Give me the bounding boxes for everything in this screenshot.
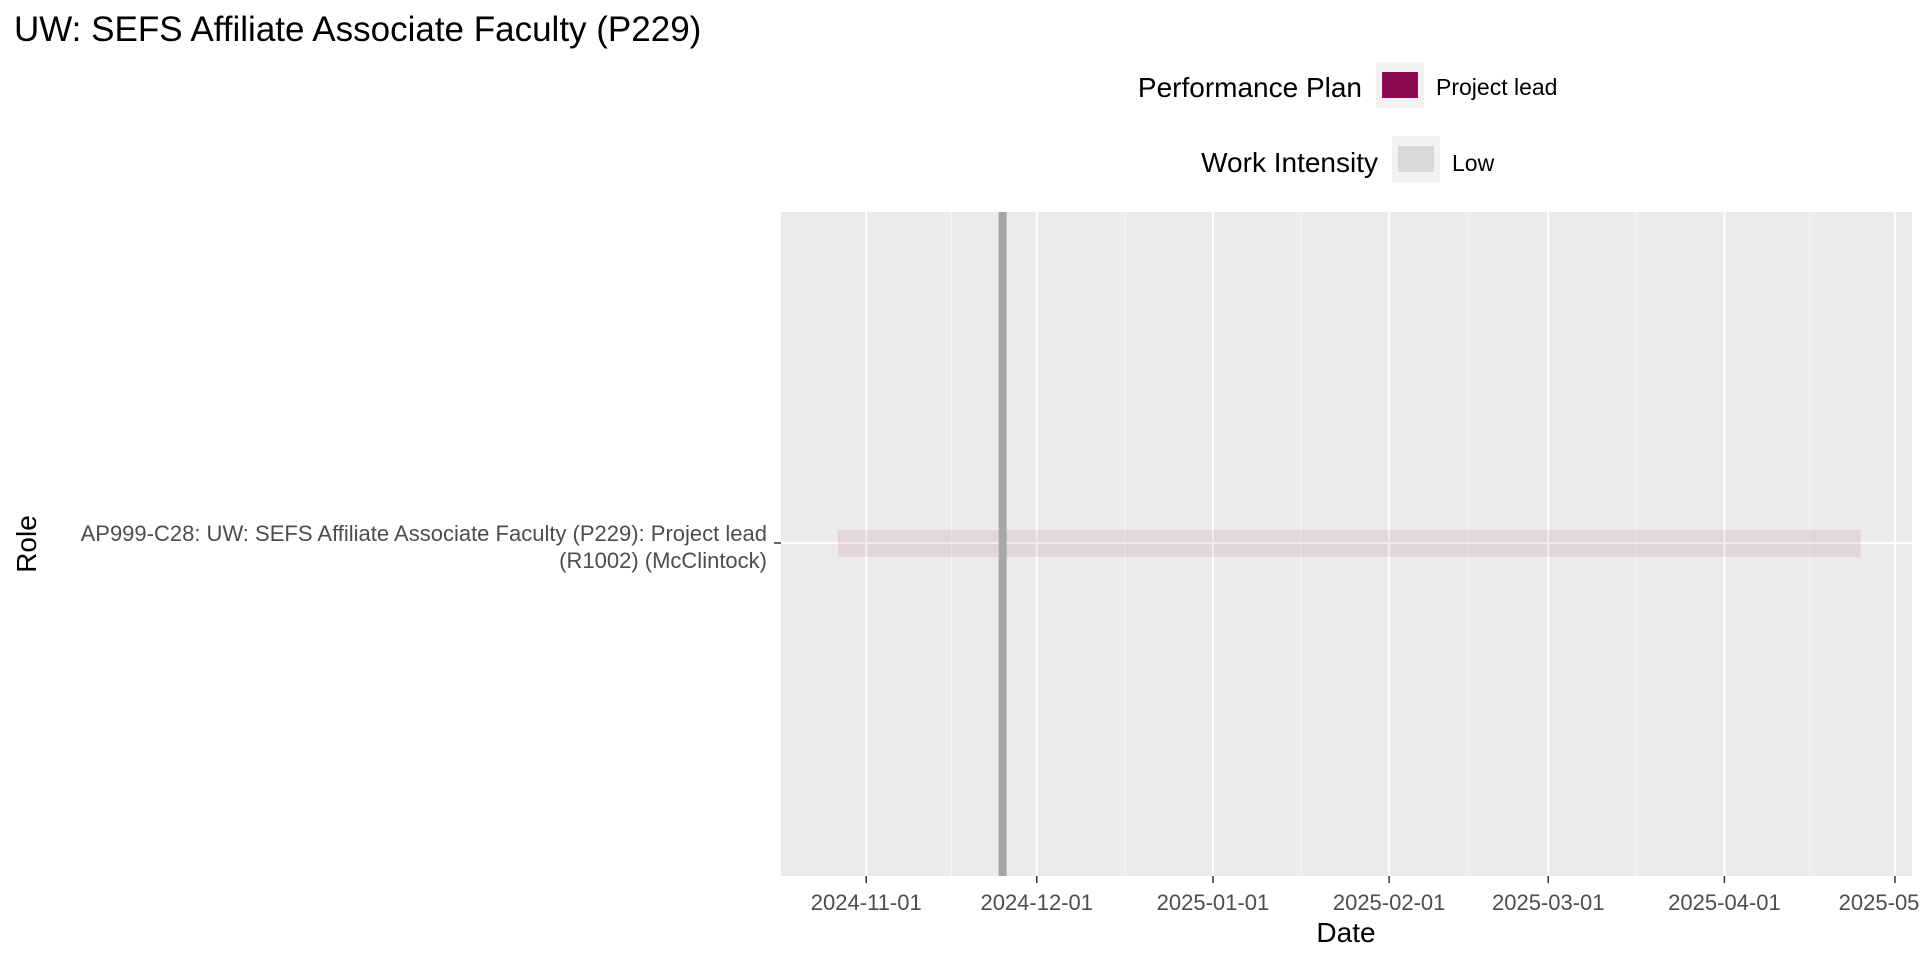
x-axis: 2024-11-01 2024-12-01 2025-01-01 2025-02-01… bbox=[811, 876, 1920, 915]
role-bars bbox=[837, 530, 1861, 557]
legend-work-intensity: Work Intensity Low bbox=[1201, 136, 1495, 182]
x-tick-label: 2024-11-01 bbox=[811, 890, 922, 915]
role-label-line-2: (R1002) (McClintock) bbox=[559, 548, 767, 573]
x-tick-label: 2025-03-01 bbox=[1492, 890, 1605, 915]
legend-work-intensity-title: Work Intensity bbox=[1201, 147, 1378, 178]
legend-label-project-lead: Project lead bbox=[1436, 74, 1557, 100]
role-label-line-1: AP999-C28: UW: SEFS Affiliate Associate … bbox=[81, 521, 767, 546]
legend-swatch-low bbox=[1398, 146, 1434, 172]
gridlines bbox=[781, 212, 1912, 876]
x-tick-label: 2025-02-01 bbox=[1333, 890, 1446, 915]
x-tick-label: 2024-12-01 bbox=[980, 890, 1093, 915]
legend-performance-plan: Performance Plan Project lead bbox=[1138, 62, 1557, 108]
x-tick-label: 2025-04-01 bbox=[1668, 890, 1781, 915]
legend-swatch-project-lead bbox=[1382, 72, 1418, 98]
current-date-layer bbox=[998, 212, 1007, 876]
x-tick-label: 2025-01-01 bbox=[1157, 890, 1270, 915]
chart-title: UW: SEFS Affiliate Associate Faculty (P2… bbox=[14, 10, 701, 49]
x-axis-title: Date bbox=[1316, 917, 1375, 948]
y-axis: AP999-C28: UW: SEFS Affiliate Associate … bbox=[81, 521, 781, 573]
current-date-line bbox=[998, 212, 1007, 876]
x-tick-label: 2025-05-01 bbox=[1839, 890, 1920, 915]
legend-label-low: Low bbox=[1452, 150, 1495, 176]
legend-performance-plan-title: Performance Plan bbox=[1138, 72, 1362, 103]
y-axis-title: Role bbox=[11, 515, 42, 573]
role-bar bbox=[837, 530, 1861, 557]
